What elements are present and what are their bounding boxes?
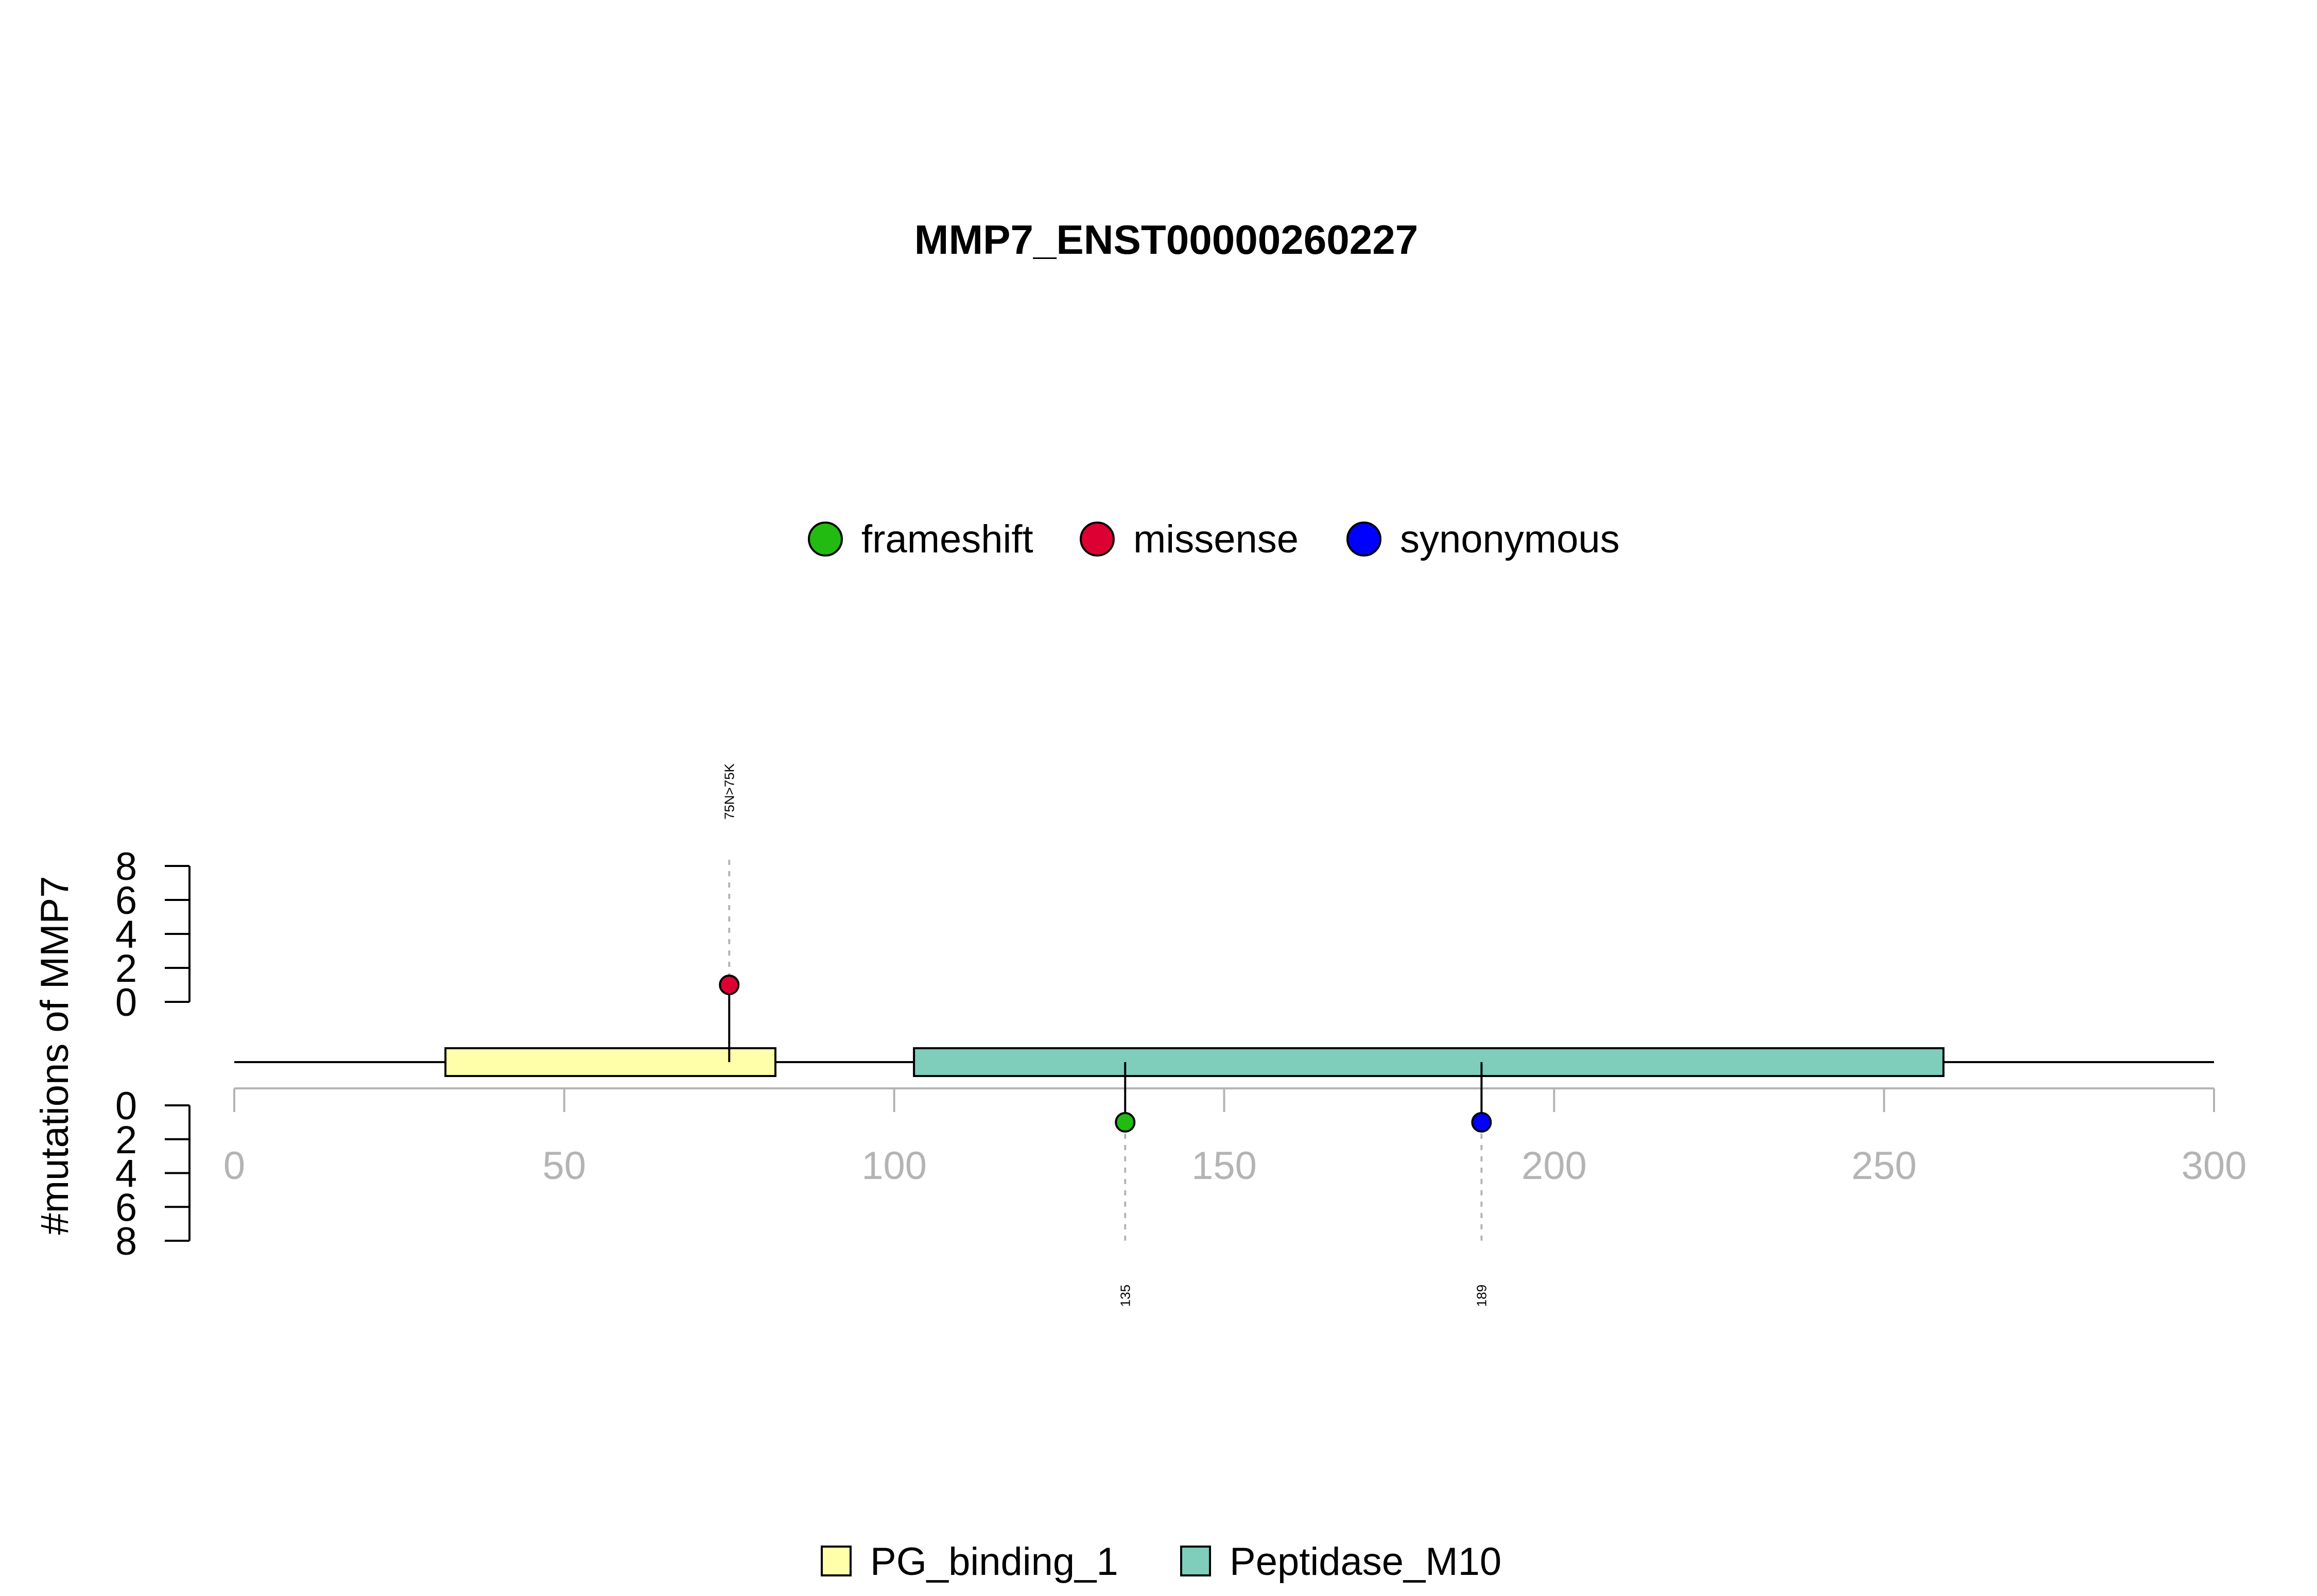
legend-marker-missense bbox=[1080, 522, 1115, 557]
lower-y-tick-label-4: 4 bbox=[115, 1152, 137, 1196]
mutation-point-135 bbox=[1115, 1112, 1136, 1133]
upper-y-tick-label-6: 6 bbox=[115, 879, 137, 923]
domain-Peptidase_M10 bbox=[913, 1047, 1945, 1077]
legend-marker-synonymous bbox=[1346, 522, 1381, 557]
mutation-label-75: 75N>75K bbox=[721, 763, 737, 820]
x-tick-label-300: 300 bbox=[2182, 1144, 2247, 1188]
mutation-point-75 bbox=[719, 975, 740, 995]
domain-legend-swatch-Peptidase_M10 bbox=[1180, 1546, 1211, 1576]
legend-label-missense: missense bbox=[1133, 517, 1299, 561]
y-axis-label: #mutations of MMP7 bbox=[33, 876, 77, 1235]
upper-y-tick-label-2: 2 bbox=[115, 947, 137, 991]
x-tick-label-150: 150 bbox=[1191, 1144, 1257, 1188]
lower-y-tick-label-8: 8 bbox=[115, 1220, 137, 1263]
mutation-legend: frameshift missense synonymous bbox=[808, 517, 1620, 561]
x-axis: 0 50 100 150 200 250 300 bbox=[223, 1087, 2247, 1188]
upper-y-tick-label-8: 8 bbox=[115, 845, 137, 889]
upper-y-tick-label-4: 4 bbox=[115, 913, 137, 957]
x-tick-label-100: 100 bbox=[861, 1144, 927, 1188]
mutation-point-189 bbox=[1471, 1112, 1492, 1133]
legend-marker-frameshift bbox=[808, 522, 843, 557]
domain-PG_binding_1 bbox=[444, 1047, 776, 1077]
lower-y-tick-label-6: 6 bbox=[115, 1186, 137, 1229]
mutation-lollipops: 75N>75K 135 189 bbox=[719, 763, 1492, 1307]
domain-legend-label-Peptidase_M10: Peptidase_M10 bbox=[1230, 1540, 1501, 1584]
legend-label-frameshift: frameshift bbox=[861, 517, 1033, 561]
mutation-label-135: 135 bbox=[1117, 1285, 1133, 1307]
domain-legend-swatch-PG_binding_1 bbox=[821, 1546, 852, 1576]
lower-y-tick-label-0: 0 bbox=[115, 1084, 137, 1128]
chart-title: MMP7_ENST00000260227 bbox=[914, 217, 1418, 263]
x-tick-label-250: 250 bbox=[1852, 1144, 1917, 1188]
upper-y-tick-label-0: 0 bbox=[115, 981, 137, 1025]
domain-legend: PG_binding_1 Peptidase_M10 bbox=[821, 1540, 1501, 1584]
mutation-label-189: 189 bbox=[1474, 1285, 1489, 1307]
x-tick-label-50: 50 bbox=[543, 1144, 586, 1188]
legend-label-synonymous: synonymous bbox=[1400, 517, 1620, 561]
x-tick-label-0: 0 bbox=[223, 1144, 245, 1188]
protein-domains bbox=[444, 1047, 1945, 1077]
x-tick-label-200: 200 bbox=[1521, 1144, 1587, 1188]
lower-y-tick-label-2: 2 bbox=[115, 1118, 137, 1162]
domain-legend-label-PG_binding_1: PG_binding_1 bbox=[870, 1540, 1118, 1584]
